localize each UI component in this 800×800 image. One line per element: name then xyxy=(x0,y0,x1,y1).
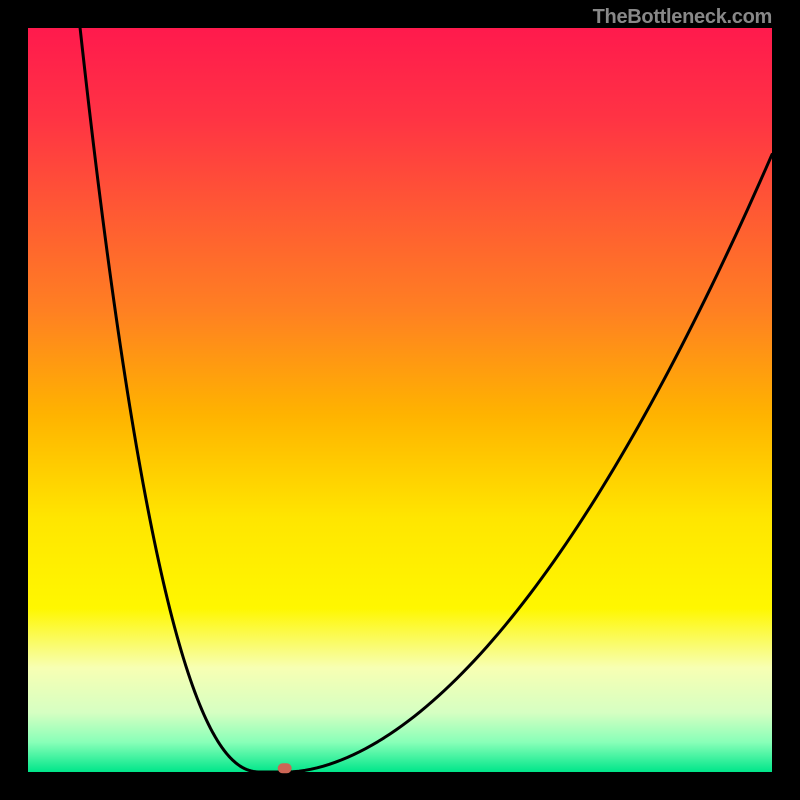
bottleneck-chart xyxy=(0,0,800,800)
plot-area xyxy=(28,28,772,772)
watermark-text: TheBottleneck.com xyxy=(593,6,772,29)
chart-container: TheBottleneck.com xyxy=(0,0,800,800)
optimum-marker xyxy=(278,763,292,773)
